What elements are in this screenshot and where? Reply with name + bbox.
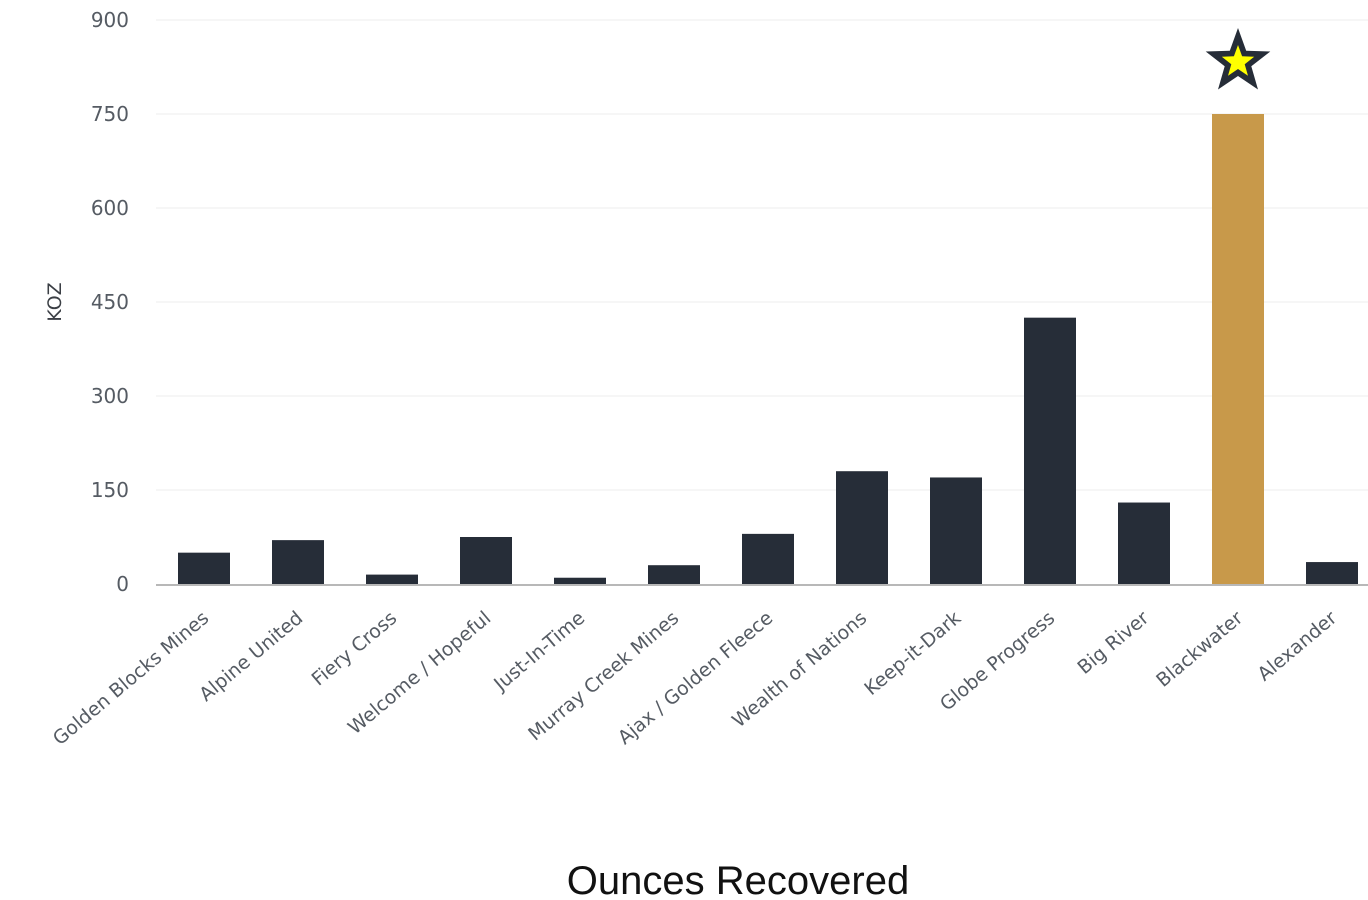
bar-ajax-golden-fleece <box>742 533 794 584</box>
bar-golden-blocks-mines <box>178 552 230 584</box>
y-tick-label: 150 <box>91 478 129 502</box>
x-tick-label: Blackwater <box>1152 607 1247 692</box>
y-tick-label: 450 <box>91 290 129 314</box>
highlight-marker <box>1205 28 1271 90</box>
bars <box>178 114 1358 584</box>
bar-welcome-hopeful <box>460 537 512 584</box>
x-axis-title: Ounces Recovered <box>567 859 909 900</box>
bar-fiery-cross <box>366 574 418 584</box>
bar-just-in-time <box>554 577 606 584</box>
bar-big-river <box>1118 502 1170 584</box>
bar-wealth-of-nations <box>836 471 888 584</box>
y-axis-label: KOZ <box>44 282 66 321</box>
grid-lines <box>156 19 1368 491</box>
bar-globe-progress <box>1024 317 1076 584</box>
x-tick-label: Alpine United <box>195 607 307 706</box>
x-tick-label: Ajax / Golden Fleece <box>614 607 777 749</box>
y-tick-label: 900 <box>91 8 129 32</box>
bar-alexander <box>1306 562 1358 584</box>
bar-blackwater <box>1212 114 1264 584</box>
y-tick-label: 750 <box>91 102 129 126</box>
y-tick-label: 600 <box>91 196 129 220</box>
y-tick-label: 300 <box>91 384 129 408</box>
y-tick-label: 0 <box>116 572 129 596</box>
x-tick-label: Fiery Cross <box>308 607 402 691</box>
x-tick-label: Murray Creek Mines <box>524 607 683 745</box>
x-tick-label: Big River <box>1073 607 1153 679</box>
bar-murray-creek-mines <box>648 565 700 584</box>
y-axis-ticks: 0 150 300 450 600 750 900 <box>91 8 129 596</box>
x-tick-label: Just-In-Time <box>489 607 589 696</box>
bar-keep-it-dark <box>930 477 982 584</box>
bar-alpine-united <box>272 540 324 584</box>
x-tick-label: Golden Blocks Mines <box>49 607 213 750</box>
star-icon <box>1221 45 1255 76</box>
x-tick-label: Alexander <box>1253 607 1341 686</box>
